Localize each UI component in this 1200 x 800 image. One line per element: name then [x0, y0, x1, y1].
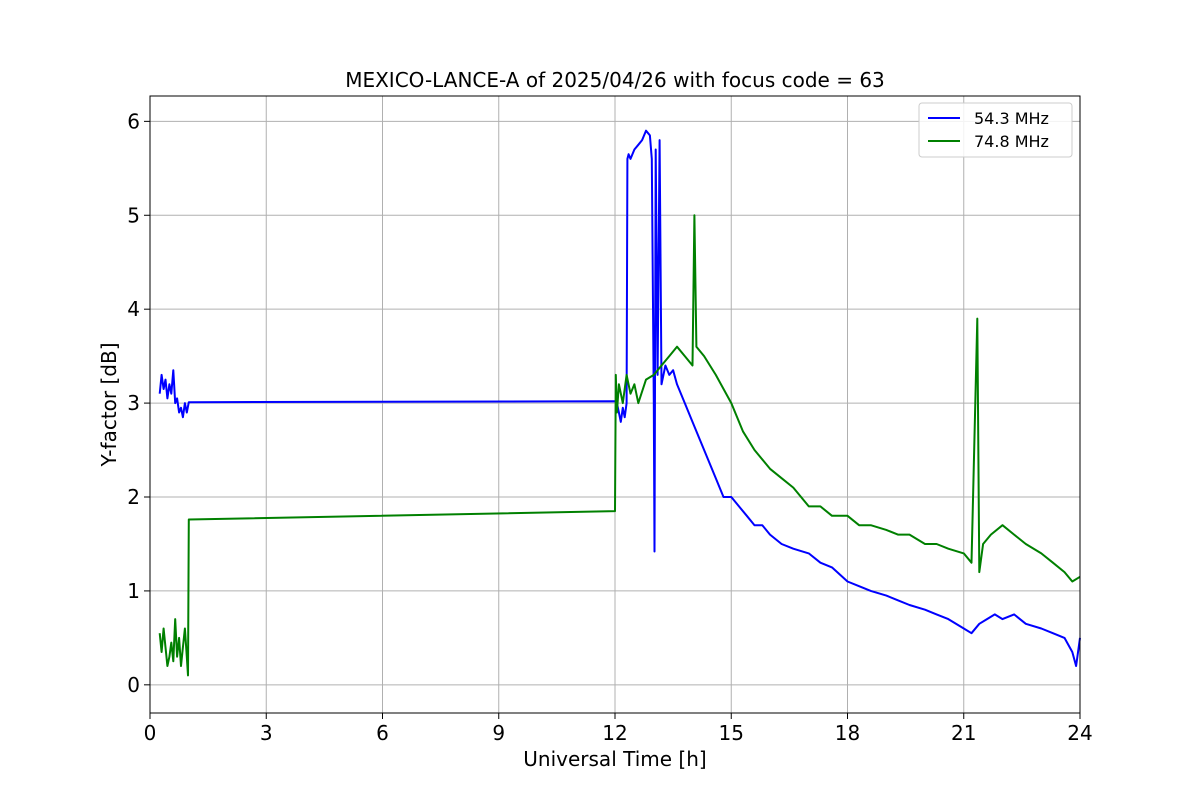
y-tick-label: 6 [127, 109, 140, 133]
x-tick-label: 18 [835, 721, 860, 745]
legend-label: 54.3 MHz [974, 109, 1049, 128]
x-tick-label: 21 [951, 721, 976, 745]
x-tick-label: 0 [144, 721, 157, 745]
series-line-blue [158, 129, 1081, 667]
chart-title: MEXICO-LANCE-A of 2025/04/26 with focus … [345, 68, 885, 92]
y-tick-label: 0 [127, 673, 140, 697]
x-tick-label: 6 [376, 721, 389, 745]
x-tick-label: 3 [260, 721, 273, 745]
y-tick-label: 1 [127, 579, 140, 603]
x-tick-label: 12 [602, 721, 627, 745]
legend-label: 74.8 MHz [974, 132, 1049, 151]
y-tick-label: 2 [127, 485, 140, 509]
legend-box [918, 102, 1073, 158]
legend: 54.3 MHz 74.8 MHz [918, 102, 1073, 158]
series-lines [158, 129, 1081, 677]
y-tick-label: 4 [127, 297, 140, 321]
y-tick-label: 3 [127, 391, 140, 415]
x-axis-label: Universal Time [h] [523, 747, 706, 771]
x-tick-label: 24 [1067, 721, 1092, 745]
y-axis-ticks: 0 1 2 3 4 5 6 [127, 109, 150, 697]
x-tick-label: 15 [719, 721, 744, 745]
series-line-green [158, 214, 1081, 677]
y-axis-label: Y-factor [dB] [97, 342, 121, 467]
x-axis-ticks: 0 3 6 9 12 15 18 21 24 [144, 713, 1093, 745]
y-tick-label: 5 [127, 203, 140, 227]
x-tick-label: 9 [492, 721, 505, 745]
